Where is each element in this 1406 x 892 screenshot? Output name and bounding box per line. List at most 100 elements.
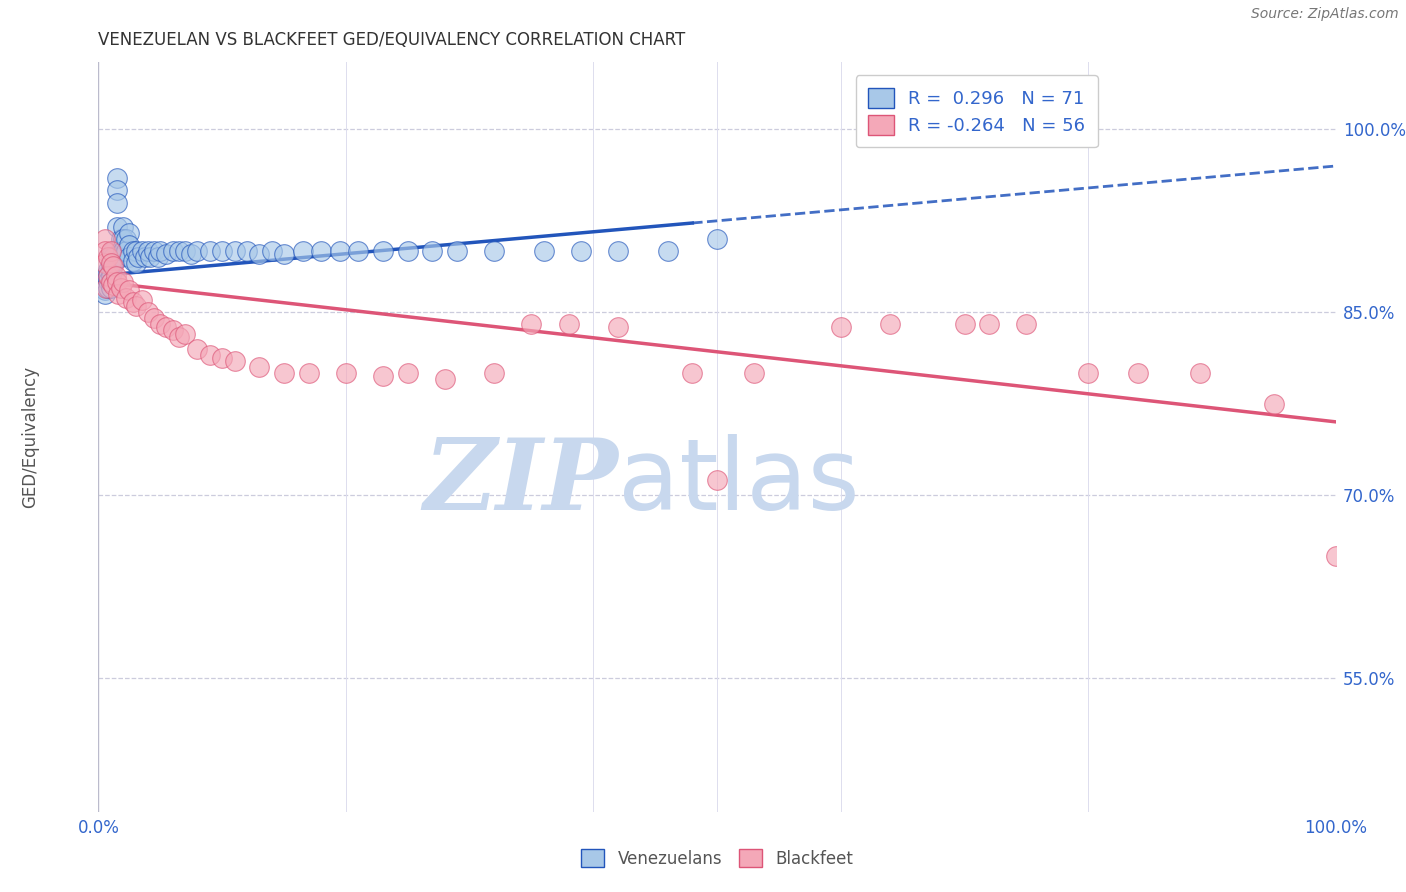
Point	[100, 268, 122, 283]
Point	[143, 311, 166, 326]
Point	[211, 351, 233, 366]
Point	[136, 305, 159, 319]
Point	[93, 244, 115, 259]
Point	[557, 318, 579, 332]
Point	[236, 244, 259, 259]
Point	[162, 323, 184, 337]
Point	[247, 246, 270, 260]
Point	[100, 256, 122, 270]
Point	[93, 268, 115, 283]
Point	[681, 366, 703, 380]
Point	[97, 268, 120, 283]
Point	[105, 171, 128, 186]
Point	[1263, 396, 1285, 410]
Point	[114, 232, 136, 246]
Point	[1077, 366, 1099, 380]
Point	[180, 246, 202, 260]
Point	[484, 244, 506, 259]
Point	[174, 327, 197, 342]
Point	[569, 244, 592, 259]
Point	[94, 281, 117, 295]
Point	[118, 226, 141, 240]
Point	[105, 275, 128, 289]
Point	[162, 244, 184, 259]
Legend: Venezuelans, Blackfeet: Venezuelans, Blackfeet	[574, 843, 860, 874]
Point	[247, 359, 270, 374]
Point	[93, 283, 115, 297]
Point	[97, 262, 120, 277]
Point	[273, 366, 295, 380]
Point	[139, 251, 162, 265]
Point	[105, 195, 128, 210]
Point	[953, 318, 976, 332]
Point	[124, 244, 146, 259]
Point	[110, 232, 132, 246]
Text: VENEZUELAN VS BLACKFEET GED/EQUIVALENCY CORRELATION CHART: VENEZUELAN VS BLACKFEET GED/EQUIVALENCY …	[98, 31, 686, 49]
Point	[100, 244, 122, 259]
Point	[105, 219, 128, 234]
Point	[110, 281, 132, 295]
Point	[112, 232, 135, 246]
Point	[657, 244, 679, 259]
Point	[97, 273, 120, 287]
Point	[118, 238, 141, 252]
Point	[100, 262, 122, 277]
Point	[103, 259, 125, 273]
Point	[118, 283, 141, 297]
Point	[100, 275, 122, 289]
Point	[291, 244, 314, 259]
Point	[110, 251, 132, 265]
Point	[105, 183, 128, 197]
Point	[706, 232, 728, 246]
Point	[93, 287, 115, 301]
Point	[93, 256, 115, 270]
Point	[1126, 366, 1149, 380]
Point	[186, 342, 208, 356]
Point	[100, 256, 122, 270]
Point	[607, 319, 630, 334]
Point	[347, 244, 370, 259]
Point	[520, 318, 543, 332]
Point	[104, 268, 127, 283]
Point	[396, 244, 419, 259]
Point	[131, 244, 153, 259]
Point	[329, 244, 352, 259]
Point	[93, 232, 115, 246]
Point	[100, 275, 122, 289]
Point	[112, 275, 135, 289]
Point	[97, 268, 120, 283]
Point	[224, 354, 246, 368]
Point	[114, 291, 136, 305]
Point	[167, 244, 190, 259]
Point	[742, 366, 765, 380]
Point	[879, 318, 901, 332]
Point	[114, 244, 136, 259]
Point	[103, 244, 125, 259]
Point	[122, 244, 145, 259]
Text: ZIP: ZIP	[423, 434, 619, 530]
Point	[124, 256, 146, 270]
Point	[224, 244, 246, 259]
Point	[446, 244, 468, 259]
Point	[100, 281, 122, 295]
Point	[1188, 366, 1211, 380]
Point	[260, 244, 283, 259]
Point	[309, 244, 332, 259]
Point	[1324, 549, 1347, 563]
Point	[422, 244, 444, 259]
Point	[298, 366, 321, 380]
Point	[103, 278, 125, 293]
Point	[143, 244, 166, 259]
Point	[484, 366, 506, 380]
Point	[174, 244, 197, 259]
Point	[155, 246, 177, 260]
Point	[149, 318, 172, 332]
Point	[371, 244, 394, 259]
Point	[830, 319, 852, 334]
Point	[433, 372, 456, 386]
Point	[122, 254, 145, 268]
Point	[607, 244, 630, 259]
Text: Source: ZipAtlas.com: Source: ZipAtlas.com	[1251, 7, 1399, 21]
Point	[124, 299, 146, 313]
Point	[396, 366, 419, 380]
